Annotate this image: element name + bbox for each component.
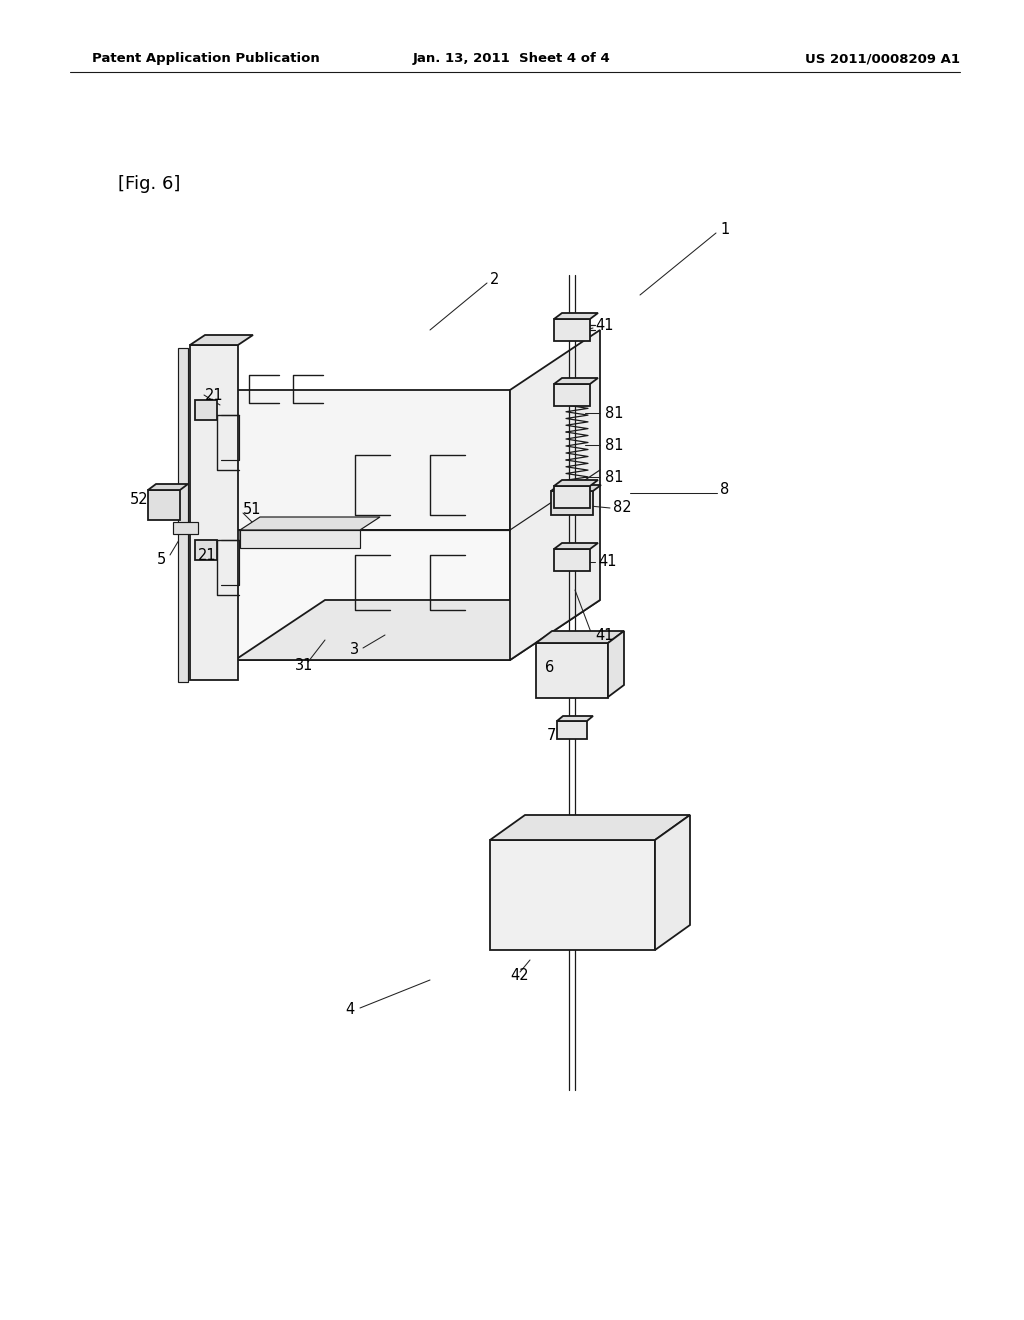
Polygon shape — [554, 313, 598, 319]
Text: 2: 2 — [490, 272, 500, 288]
Text: 52: 52 — [130, 492, 148, 507]
Text: 51: 51 — [243, 503, 261, 517]
Text: 42: 42 — [510, 968, 528, 982]
Polygon shape — [148, 484, 188, 490]
Text: 31: 31 — [295, 657, 313, 672]
Text: 6: 6 — [545, 660, 554, 676]
Text: 21: 21 — [205, 388, 223, 403]
Polygon shape — [234, 601, 600, 660]
Bar — [490, 840, 655, 950]
Text: 81: 81 — [605, 405, 624, 421]
Text: 41: 41 — [595, 318, 613, 333]
Bar — [554, 319, 590, 341]
Polygon shape — [234, 531, 510, 660]
Polygon shape — [190, 335, 253, 345]
Text: 4: 4 — [345, 1002, 354, 1018]
Text: 21: 21 — [198, 548, 217, 562]
Text: US 2011/0008209 A1: US 2011/0008209 A1 — [805, 51, 961, 65]
Text: [Fig. 6]: [Fig. 6] — [118, 176, 180, 193]
Bar — [178, 348, 188, 682]
Text: 5: 5 — [157, 553, 166, 568]
Bar — [554, 549, 590, 572]
Text: 82: 82 — [613, 500, 632, 516]
Bar — [195, 400, 217, 420]
Bar — [173, 521, 198, 535]
Text: Patent Application Publication: Patent Application Publication — [92, 51, 319, 65]
Text: 1: 1 — [720, 223, 729, 238]
Polygon shape — [234, 389, 510, 531]
Polygon shape — [557, 715, 593, 721]
Text: 7: 7 — [547, 727, 556, 742]
Text: Jan. 13, 2011  Sheet 4 of 4: Jan. 13, 2011 Sheet 4 of 4 — [413, 51, 611, 65]
Polygon shape — [655, 814, 690, 950]
Polygon shape — [490, 814, 690, 840]
Text: 41: 41 — [595, 627, 613, 643]
Text: 3: 3 — [350, 643, 359, 657]
Polygon shape — [190, 345, 238, 680]
Text: 41: 41 — [598, 554, 616, 569]
Polygon shape — [608, 631, 624, 697]
Text: 81: 81 — [605, 470, 624, 484]
Polygon shape — [240, 531, 360, 548]
Polygon shape — [510, 330, 600, 660]
Bar — [195, 540, 217, 560]
Polygon shape — [551, 484, 601, 491]
Text: 8: 8 — [720, 483, 729, 498]
Text: 81: 81 — [605, 437, 624, 453]
Bar — [551, 491, 593, 515]
Bar — [557, 721, 587, 739]
Bar — [240, 531, 360, 548]
Bar — [554, 486, 590, 508]
Polygon shape — [554, 480, 598, 486]
Bar — [554, 384, 590, 407]
Polygon shape — [240, 517, 380, 531]
Bar — [536, 643, 608, 698]
Polygon shape — [554, 543, 598, 549]
Polygon shape — [536, 631, 624, 643]
Polygon shape — [554, 378, 598, 384]
Bar — [148, 490, 180, 520]
